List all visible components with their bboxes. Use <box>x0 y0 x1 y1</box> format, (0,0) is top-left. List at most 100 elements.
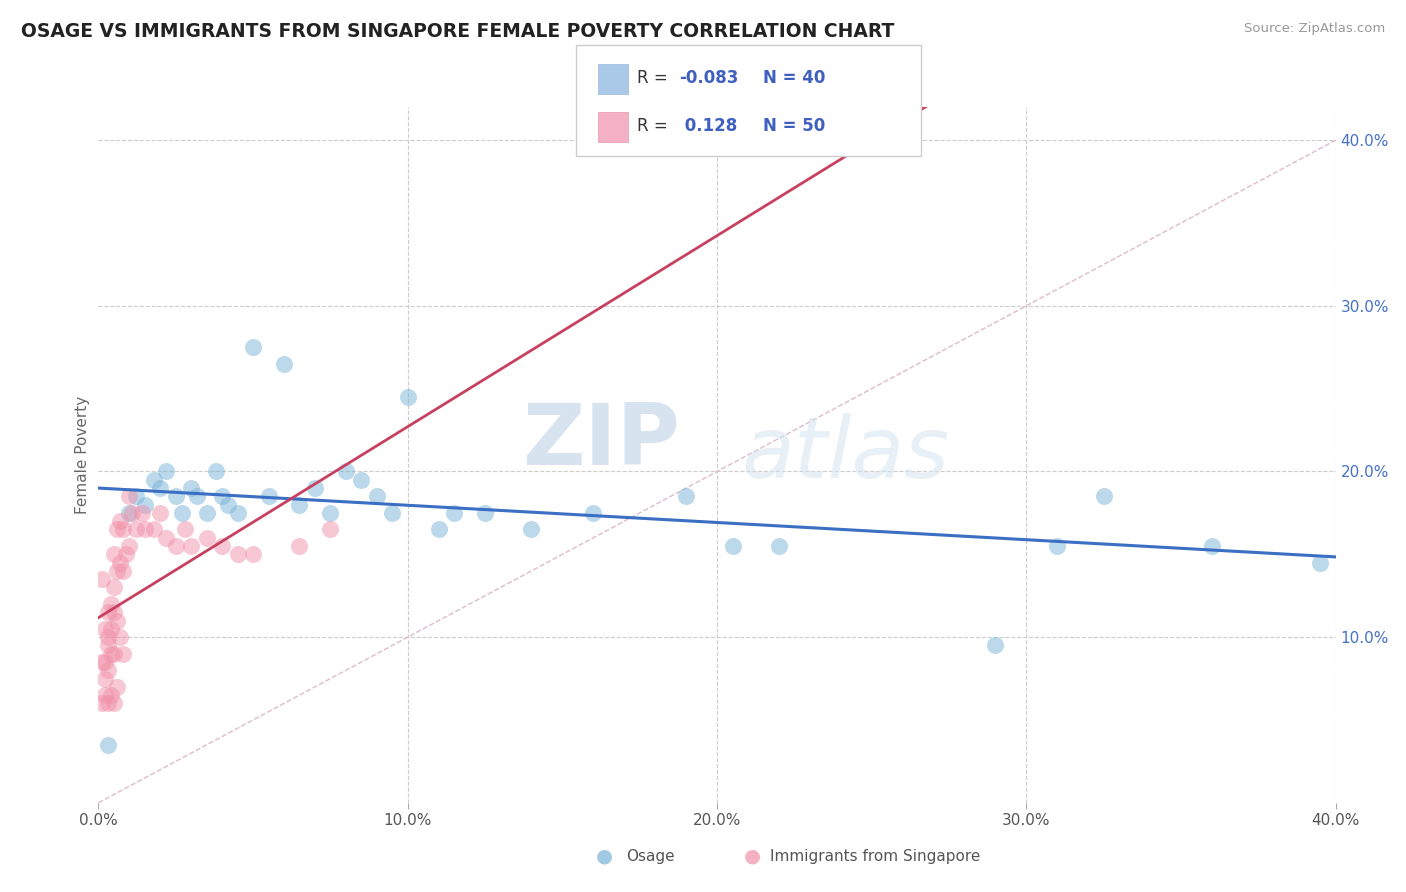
Point <box>97 605 120 619</box>
Point <box>165 539 187 553</box>
Point <box>90 655 112 669</box>
Point <box>143 473 166 487</box>
Point <box>93 622 115 636</box>
Point <box>273 357 295 371</box>
Point <box>149 506 172 520</box>
Point <box>1201 539 1223 553</box>
Point <box>90 697 112 711</box>
Point <box>675 489 697 503</box>
Point <box>984 639 1007 653</box>
Point <box>205 465 228 479</box>
Point <box>319 506 342 520</box>
Point <box>118 539 141 553</box>
Point <box>97 663 120 677</box>
Point <box>381 506 404 520</box>
Point <box>105 680 128 694</box>
Y-axis label: Female Poverty: Female Poverty <box>75 396 90 514</box>
Point <box>427 523 450 537</box>
Point <box>257 489 280 503</box>
Point <box>211 489 233 503</box>
Point <box>112 564 135 578</box>
Point <box>335 465 357 479</box>
Point <box>721 539 744 553</box>
Point <box>124 489 146 503</box>
Point <box>108 630 131 644</box>
Point <box>115 547 138 561</box>
Text: atlas: atlas <box>742 413 950 497</box>
Point <box>1309 556 1331 570</box>
Point <box>93 655 115 669</box>
Point <box>103 605 125 619</box>
Point <box>582 506 605 520</box>
Point <box>304 481 326 495</box>
Text: Immigrants from Singapore: Immigrants from Singapore <box>770 849 981 863</box>
Point <box>143 523 166 537</box>
Point <box>396 390 419 404</box>
Point <box>174 523 197 537</box>
Point <box>217 498 239 512</box>
Text: ZIP: ZIP <box>522 400 681 483</box>
Point <box>134 523 156 537</box>
Point <box>97 697 120 711</box>
Text: R =: R = <box>637 69 673 87</box>
Point <box>112 647 135 661</box>
Point <box>443 506 465 520</box>
Point <box>100 647 122 661</box>
Point <box>108 514 131 528</box>
Point <box>155 531 177 545</box>
Point <box>768 539 790 553</box>
Text: Source: ZipAtlas.com: Source: ZipAtlas.com <box>1244 22 1385 36</box>
Point <box>211 539 233 553</box>
Point <box>93 688 115 702</box>
Text: OSAGE VS IMMIGRANTS FROM SINGAPORE FEMALE POVERTY CORRELATION CHART: OSAGE VS IMMIGRANTS FROM SINGAPORE FEMAL… <box>21 22 894 41</box>
Point <box>180 481 202 495</box>
Point <box>118 489 141 503</box>
Point <box>288 498 311 512</box>
Point <box>100 622 122 636</box>
Point <box>103 647 125 661</box>
Text: N = 40: N = 40 <box>763 69 825 87</box>
Point <box>520 523 543 537</box>
Point <box>1046 539 1069 553</box>
Point <box>195 506 218 520</box>
Text: ●: ● <box>744 847 761 866</box>
Point <box>131 506 153 520</box>
Point <box>97 639 120 653</box>
Point <box>149 481 172 495</box>
Point <box>1092 489 1115 503</box>
Point <box>121 506 143 520</box>
Text: ●: ● <box>596 847 613 866</box>
Point <box>105 523 128 537</box>
Point <box>226 547 249 561</box>
Point <box>366 489 388 503</box>
Point <box>226 506 249 520</box>
Point <box>112 523 135 537</box>
Point <box>165 489 187 503</box>
Point <box>100 688 122 702</box>
Point <box>105 614 128 628</box>
Point <box>97 630 120 644</box>
Point <box>474 506 496 520</box>
Text: -0.083: -0.083 <box>679 69 738 87</box>
Point <box>319 523 342 537</box>
Point <box>93 672 115 686</box>
Point <box>97 738 120 752</box>
Point <box>242 547 264 561</box>
Point <box>90 572 112 586</box>
Point <box>195 531 218 545</box>
Point <box>288 539 311 553</box>
Point <box>118 506 141 520</box>
Point <box>170 506 193 520</box>
Point <box>108 556 131 570</box>
Point <box>100 597 122 611</box>
Point <box>186 489 208 503</box>
Point <box>103 581 125 595</box>
Point <box>180 539 202 553</box>
Text: R =: R = <box>637 117 673 135</box>
Text: Osage: Osage <box>626 849 675 863</box>
Point <box>350 473 373 487</box>
Point <box>134 498 156 512</box>
Point <box>155 465 177 479</box>
Text: 0.128: 0.128 <box>679 117 737 135</box>
Point <box>103 697 125 711</box>
